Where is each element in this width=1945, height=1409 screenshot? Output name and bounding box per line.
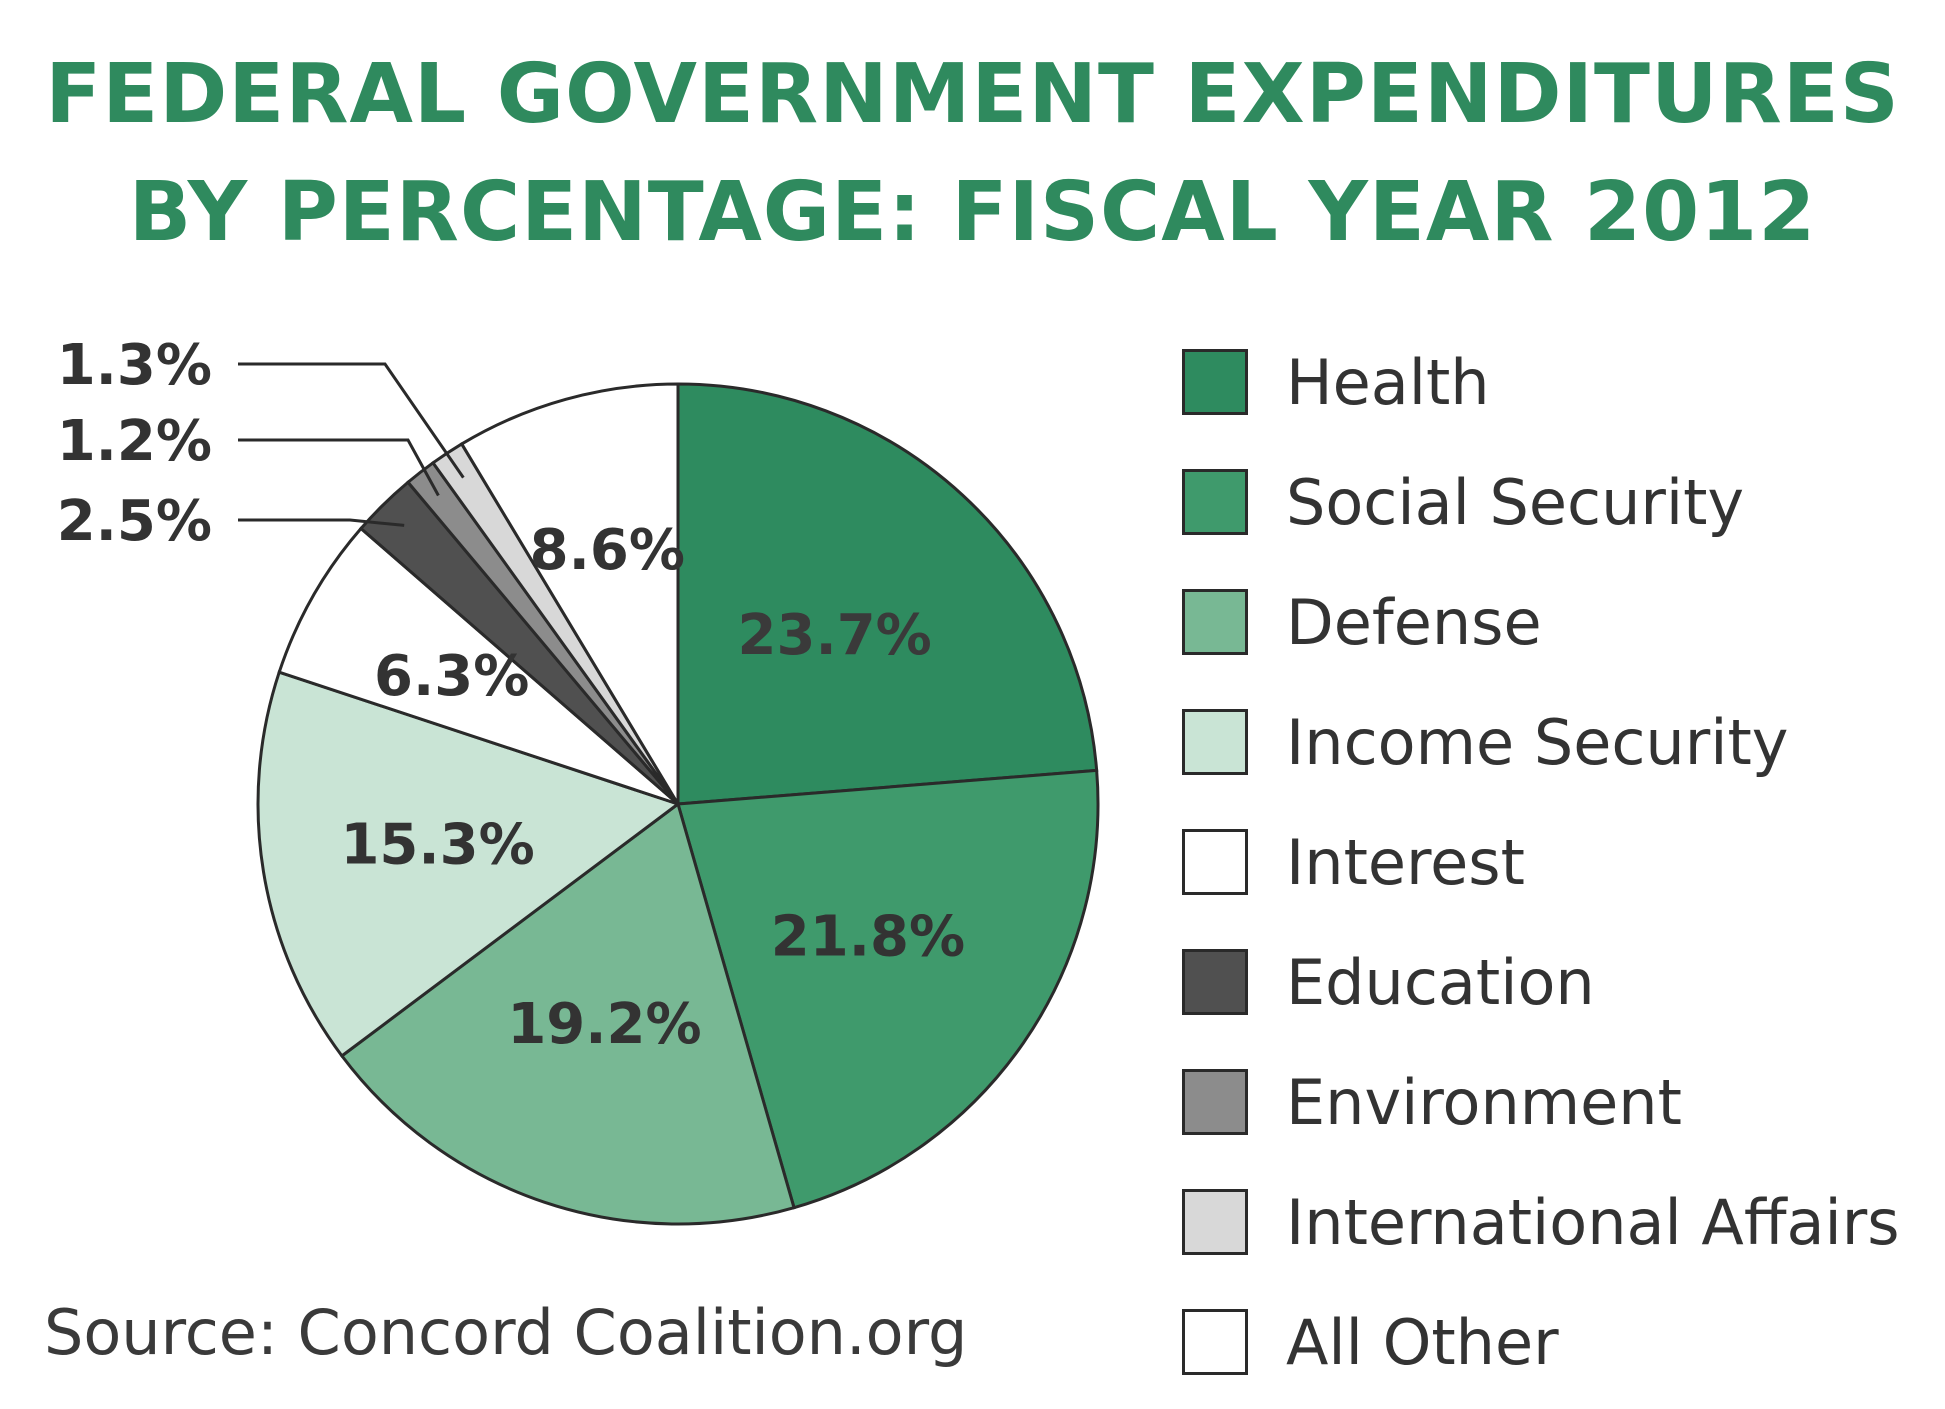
data-label-international-affairs: 1.3% xyxy=(57,333,212,398)
data-label-interest: 6.3% xyxy=(374,644,529,709)
pie-slice-health xyxy=(676,382,1099,806)
chart-legend: Health Social Security Defense Income Secur… xyxy=(1182,322,1900,1402)
data-label-defense: 19.2% xyxy=(507,992,701,1057)
legend-label-education: Education xyxy=(1286,945,1595,1019)
chart-title-line-2: BY PERCENTAGE: FISCAL YEAR 2012 xyxy=(128,165,1817,260)
legend-item-defense: Defense xyxy=(1182,562,1900,682)
legend-swatch-environment xyxy=(1182,1069,1248,1135)
legend-item-interest: Interest xyxy=(1182,802,1900,922)
legend-item-education: Education xyxy=(1182,922,1900,1042)
legend-label-social-security: Social Security xyxy=(1286,465,1745,539)
legend-item-health: Health xyxy=(1182,322,1900,442)
leader-line-environment xyxy=(238,438,440,497)
legend-item-all-other: All Other xyxy=(1182,1282,1900,1402)
legend-item-international-affairs: International Affairs xyxy=(1182,1162,1900,1282)
legend-item-income-security: Income Security xyxy=(1182,682,1900,802)
legend-swatch-all-other xyxy=(1182,1309,1248,1375)
leader-line-education xyxy=(238,518,405,527)
legend-label-international-affairs: International Affairs xyxy=(1286,1185,1900,1259)
legend-swatch-income-security xyxy=(1182,709,1248,775)
legend-label-interest: Interest xyxy=(1286,825,1525,899)
legend-swatch-social-security xyxy=(1182,469,1248,535)
legend-item-environment: Environment xyxy=(1182,1042,1900,1162)
legend-swatch-health xyxy=(1182,349,1248,415)
pie-slice-social-security xyxy=(676,768,1100,1210)
pie-slice-interest xyxy=(277,526,679,806)
legend-swatch-education xyxy=(1182,949,1248,1015)
source-note: Source: Concord Coalition.org xyxy=(44,1296,968,1369)
legend-label-environment: Environment xyxy=(1286,1065,1682,1139)
chart-title: FEDERAL GOVERNMENT EXPENDITURES BY PERCE… xyxy=(0,36,1945,272)
data-label-social-security: 21.8% xyxy=(771,904,965,969)
legend-label-defense: Defense xyxy=(1286,585,1542,659)
pie-slice-defense xyxy=(339,801,796,1226)
legend-label-health: Health xyxy=(1286,345,1490,419)
legend-item-social-security: Social Security xyxy=(1182,442,1900,562)
chart-title-line-1: FEDERAL GOVERNMENT EXPENDITURES xyxy=(45,47,1900,142)
pie-slice-all-other xyxy=(459,382,680,810)
data-label-all-other: 8.6% xyxy=(530,518,685,583)
legend-label-income-security: Income Security xyxy=(1286,705,1789,779)
data-label-income-security: 15.3% xyxy=(340,812,534,877)
legend-label-all-other: All Other xyxy=(1286,1305,1559,1379)
legend-swatch-international-affairs xyxy=(1182,1189,1248,1255)
data-label-health: 23.7% xyxy=(738,603,932,668)
data-label-environment: 1.2% xyxy=(57,409,212,474)
legend-swatch-defense xyxy=(1182,589,1248,655)
leader-line-international-affairs xyxy=(238,362,465,479)
data-label-education: 2.5% xyxy=(57,489,212,554)
legend-swatch-interest xyxy=(1182,829,1248,895)
pie-slice-income-security xyxy=(256,670,682,1058)
